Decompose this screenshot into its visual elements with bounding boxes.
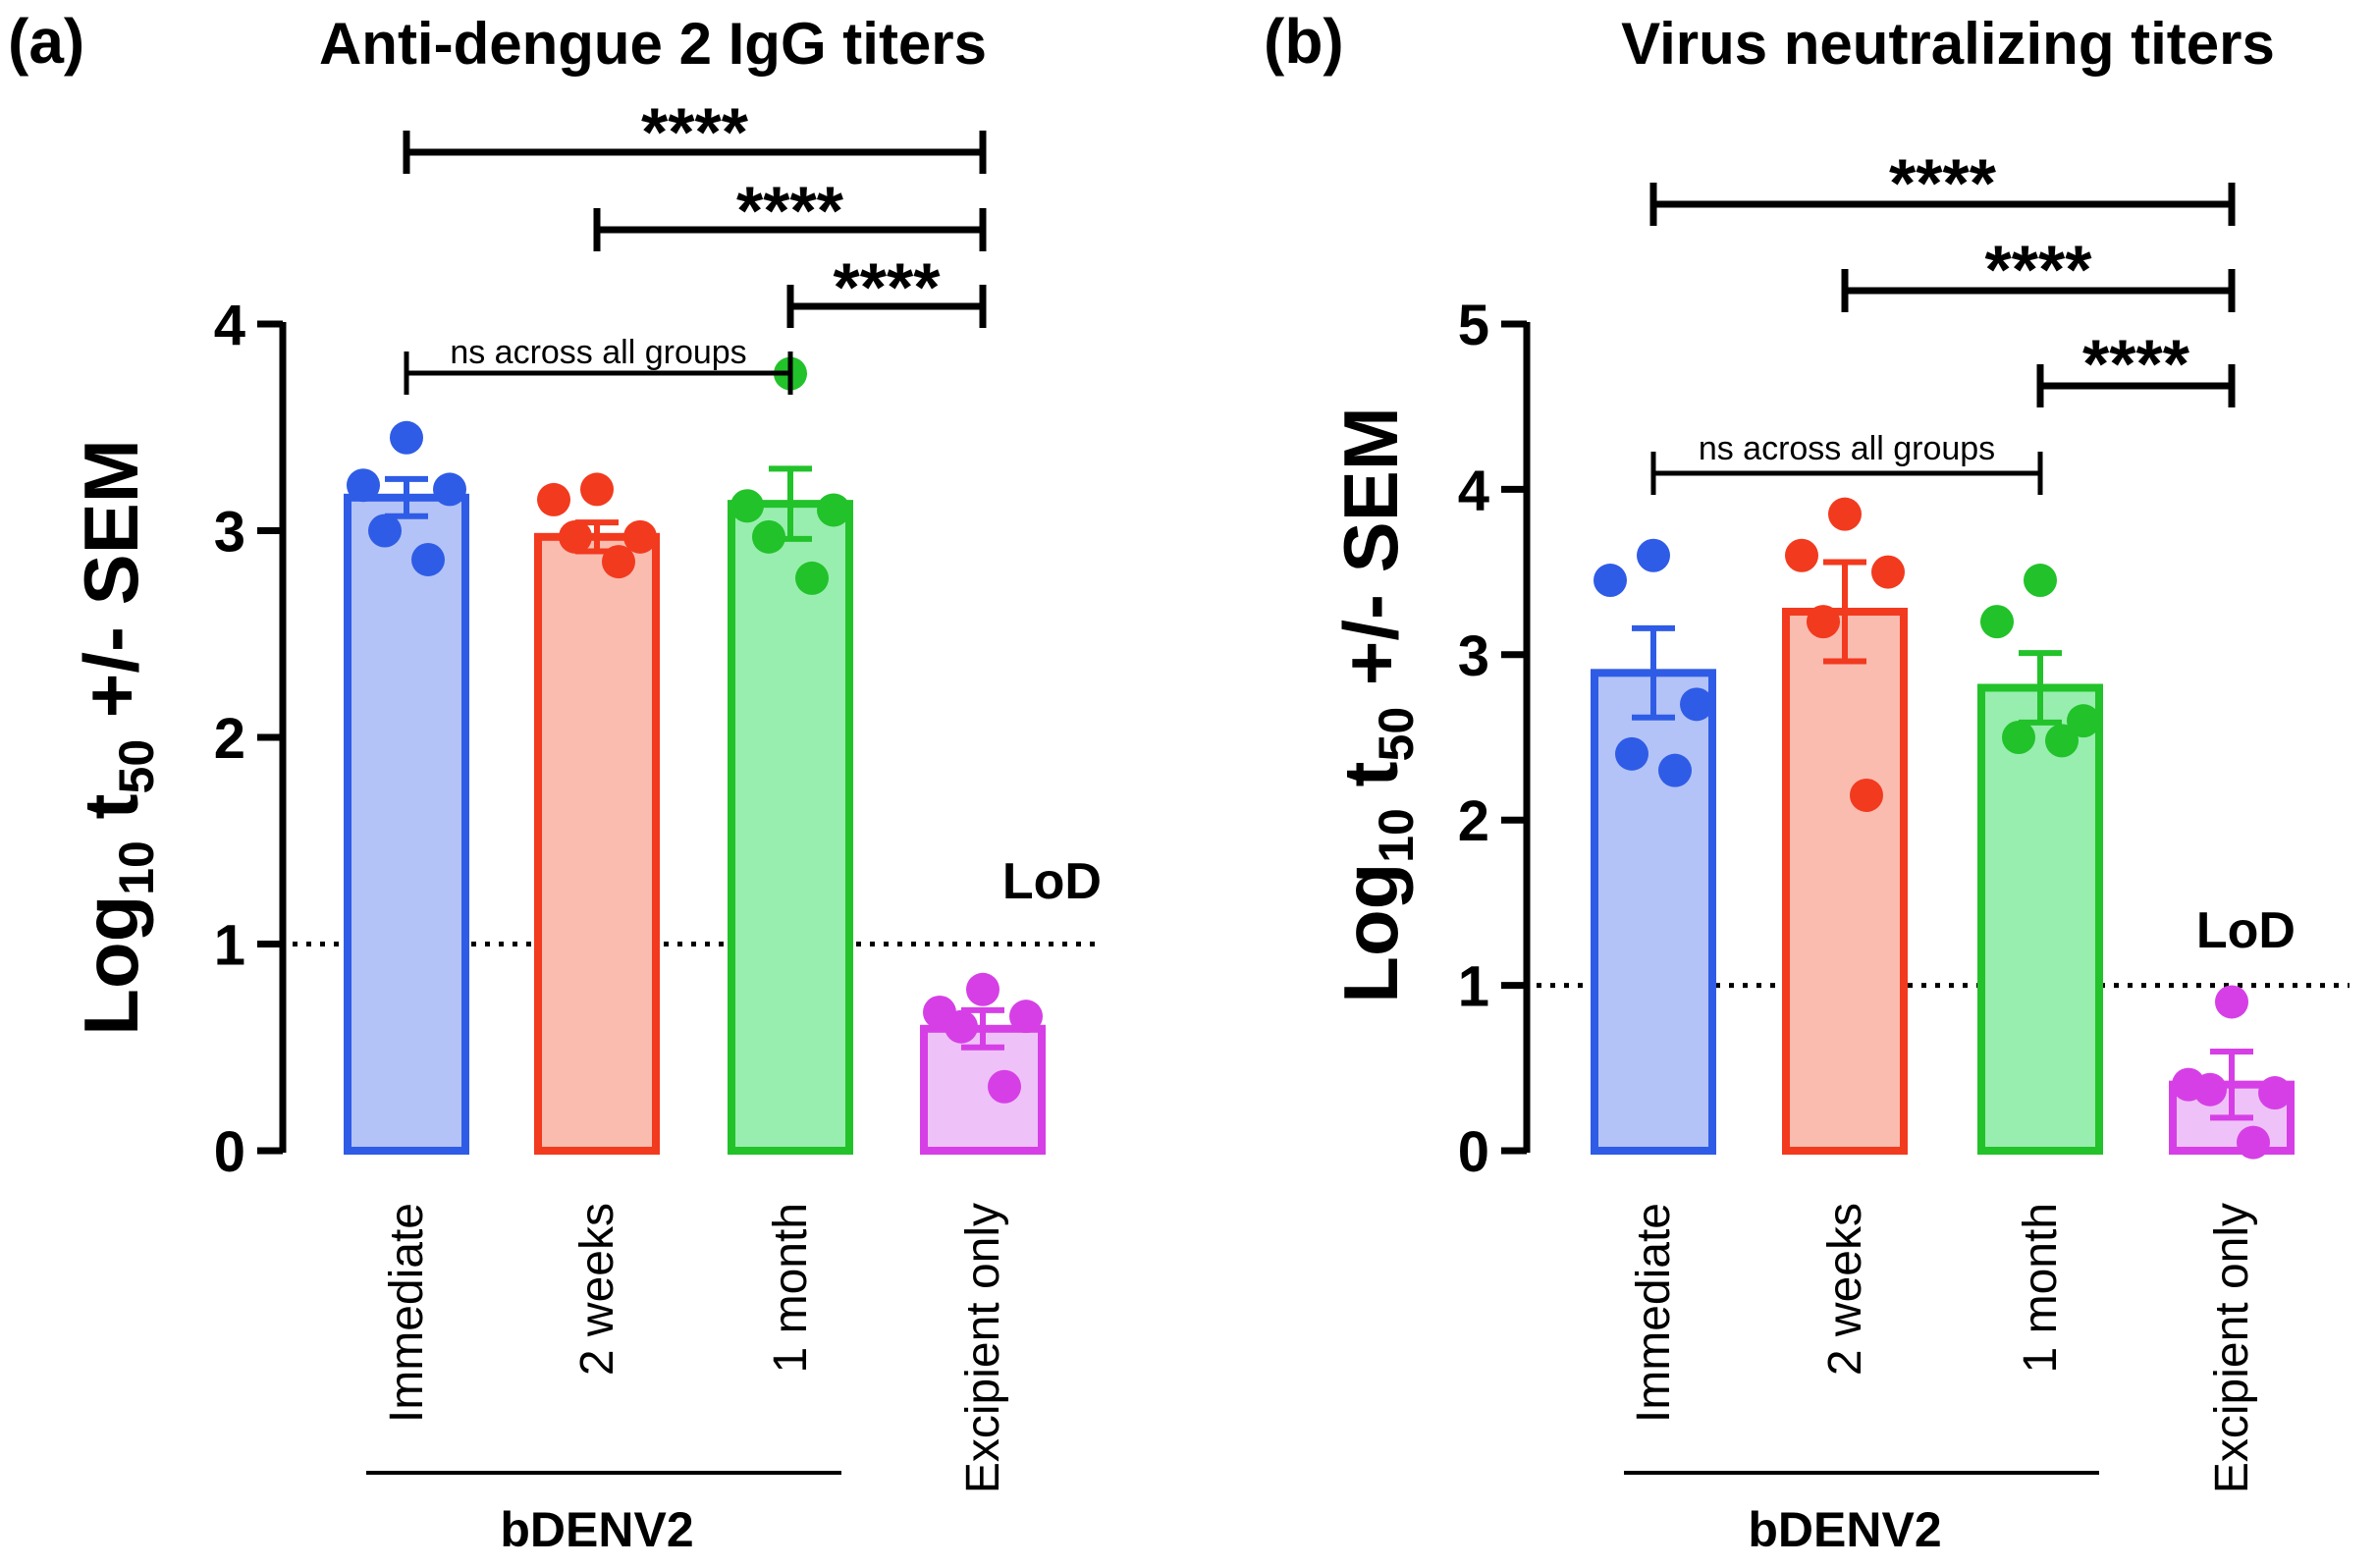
y-axis-title: Log10 t50 +/- SEM <box>68 439 164 1035</box>
data-point <box>1009 1000 1043 1034</box>
y-axis-title-suffix: +/- SEM <box>1327 406 1414 707</box>
bar <box>1977 683 2103 1155</box>
bar <box>728 500 853 1155</box>
data-point <box>1850 778 1883 812</box>
bar <box>1591 669 1716 1155</box>
y-tick-label: 3 <box>1458 624 1489 688</box>
y-axis-title-mid: t <box>68 793 154 840</box>
data-point <box>411 542 445 576</box>
y-axis-title-sub1: 10 <box>109 840 164 895</box>
y-tick-label: 3 <box>214 501 245 565</box>
data-point <box>390 420 423 455</box>
data-point <box>1658 753 1692 787</box>
data-point <box>1615 736 1648 771</box>
data-point <box>730 489 764 523</box>
y-tick-label: 1 <box>1458 955 1489 1019</box>
significance-stars: **** <box>641 93 749 170</box>
chart-title: Virus neutralizing titers <box>1621 11 2275 77</box>
bar <box>1782 608 1908 1155</box>
y-axis-title-prefix: Log <box>1327 863 1414 1003</box>
data-point <box>2002 721 2035 754</box>
data-point <box>1828 497 1862 531</box>
data-point <box>2258 1076 2292 1110</box>
bar <box>534 532 660 1155</box>
data-point <box>795 561 829 595</box>
y-tick-label: 2 <box>1458 789 1489 853</box>
data-point <box>2193 1072 2227 1107</box>
x-category-label: 2 weeks <box>1819 1203 1871 1376</box>
x-category-label: 1 month <box>765 1203 817 1373</box>
data-point <box>537 482 570 516</box>
bar <box>344 493 469 1155</box>
chart-title: Anti-dengue 2 IgG titers <box>319 11 987 77</box>
y-tick-label: 2 <box>214 707 245 771</box>
y-axis-title-prefix: Log <box>68 895 154 1036</box>
y-axis-title-mid: t <box>1327 761 1414 808</box>
data-point <box>623 519 657 554</box>
panel-letter: (b) <box>1264 6 1344 77</box>
data-point <box>2024 564 2057 598</box>
significance-stars: **** <box>1889 144 1997 221</box>
panel-letter: (a) <box>8 6 84 77</box>
data-point <box>1637 538 1670 572</box>
data-point <box>966 972 999 1006</box>
data-point <box>988 1069 1021 1104</box>
ns-label: ns across all groups <box>1699 430 1995 467</box>
data-point <box>433 472 466 507</box>
y-tick-label: 4 <box>1458 459 1489 522</box>
group-label: bDENV2 <box>1748 1502 1941 1557</box>
data-point <box>347 468 380 503</box>
y-tick-label: 0 <box>214 1120 245 1184</box>
data-point <box>602 545 635 579</box>
data-point <box>1680 687 1713 722</box>
data-point <box>2215 985 2248 1019</box>
data-point <box>580 472 614 507</box>
data-point <box>817 493 850 527</box>
x-category-label: Excipient only <box>2206 1203 2258 1493</box>
y-tick-label: 1 <box>214 914 245 978</box>
x-category-label: 1 month <box>2015 1203 2067 1373</box>
data-point <box>368 514 402 548</box>
data-point <box>945 1009 978 1044</box>
data-point <box>1594 564 1627 598</box>
x-category-label: Immediate <box>381 1203 433 1423</box>
y-axis-title: Log10 t50 +/- SEM <box>1327 406 1424 1002</box>
significance-stars: **** <box>2082 325 2190 402</box>
group-label: bDENV2 <box>500 1502 693 1557</box>
lod-label: LoD <box>2196 902 2296 959</box>
lod-label: LoD <box>1002 853 1102 910</box>
data-point <box>2067 704 2100 738</box>
y-tick-label: 5 <box>1458 294 1489 357</box>
x-category-label: Excipient only <box>957 1203 1009 1493</box>
ns-label: ns across all groups <box>450 334 746 371</box>
y-axis-title-sub2: 50 <box>109 739 164 794</box>
data-point <box>1807 605 1840 639</box>
significance-stars: **** <box>834 248 942 325</box>
y-tick-label: 4 <box>214 294 245 357</box>
y-tick-label: 0 <box>1458 1120 1489 1184</box>
significance-stars: **** <box>736 172 844 248</box>
data-point <box>752 519 785 554</box>
data-point <box>1871 555 1905 589</box>
x-category-label: Immediate <box>1628 1203 1680 1423</box>
data-point <box>2045 724 2079 758</box>
data-point <box>2237 1125 2270 1160</box>
significance-stars: **** <box>1985 231 2093 307</box>
y-axis-title-sub2: 50 <box>1369 707 1424 762</box>
x-category-label: 2 weeks <box>571 1203 623 1376</box>
y-axis-title-suffix: +/- SEM <box>68 439 154 739</box>
data-point <box>1785 538 1818 572</box>
y-axis-title-sub1: 10 <box>1369 808 1424 863</box>
data-point <box>1980 605 2014 639</box>
data-point <box>559 519 592 554</box>
